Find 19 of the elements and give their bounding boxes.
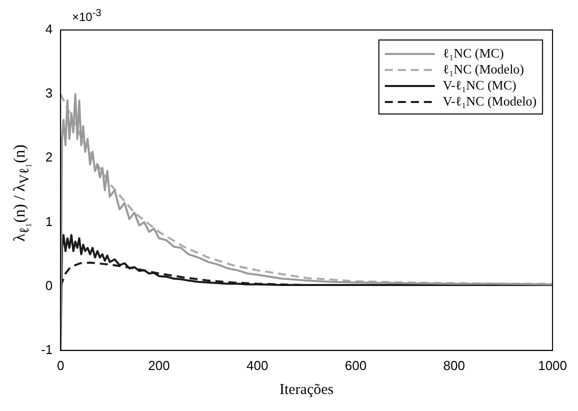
y-tick-label: 2 xyxy=(45,150,53,165)
legend-label: ℓ₁NC (Modelo) xyxy=(442,61,524,76)
text: ×10$^{-3}$ xyxy=(72,8,102,24)
x-tick-label: 600 xyxy=(344,358,367,373)
y-tick-label: 1 xyxy=(45,214,53,229)
legend-label: V-ℓ₁NC (MC) xyxy=(442,77,516,92)
legend-label: ℓ₁NC (MC) xyxy=(442,45,504,60)
y-tick-label: 0 xyxy=(45,278,53,293)
x-tick-label: 200 xyxy=(148,358,170,373)
y-tick-label: -1 xyxy=(40,342,53,357)
x-axis-title: Iterações xyxy=(279,382,334,398)
y-tick-label: 3 xyxy=(45,86,53,101)
x-tick-label: 1000 xyxy=(538,358,567,373)
line-series xyxy=(60,93,553,285)
x-tick-label: 0 xyxy=(56,358,64,373)
x-tick-label: 400 xyxy=(246,358,268,373)
y-tick-label: 4 xyxy=(45,22,53,37)
legend-label: V-ℓ₁NC (Modelo) xyxy=(442,93,537,108)
x-tick-label: 800 xyxy=(443,358,465,373)
